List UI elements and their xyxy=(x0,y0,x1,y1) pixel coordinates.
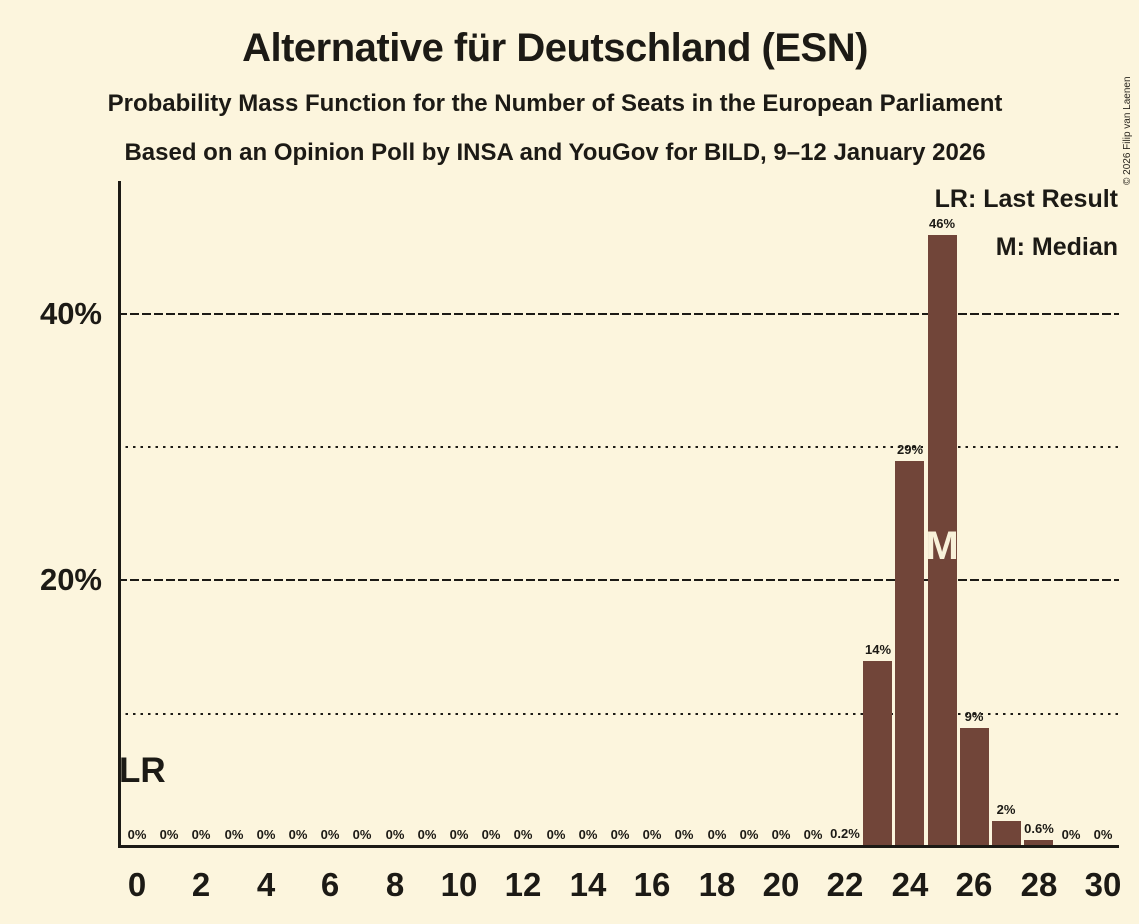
y-tick-label-20: 20% xyxy=(39,562,102,597)
x-tick-label-22: 22 xyxy=(826,866,864,903)
bar-value-label-seat-13: 0% xyxy=(546,827,566,842)
bar-value-label-seat-16: 0% xyxy=(642,827,662,842)
bar-value-label-seat-23: 14% xyxy=(864,642,892,657)
bar-seat-25 xyxy=(928,235,957,848)
x-tick-label-4: 4 xyxy=(256,866,276,903)
bar-seat-27 xyxy=(992,821,1021,848)
bar-value-label-seat-9: 0% xyxy=(417,827,437,842)
x-tick-label-8: 8 xyxy=(385,866,405,903)
bar-value-label-seat-1: 0% xyxy=(159,827,179,842)
bar-value-label-seat-27: 2% xyxy=(996,802,1016,817)
bar-seat-26 xyxy=(960,728,989,848)
x-axis-line xyxy=(118,845,1119,848)
y-tick-label-40: 40% xyxy=(39,296,102,331)
bar-value-label-seat-17: 0% xyxy=(674,827,694,842)
median-marker: M xyxy=(925,524,959,568)
chart-title: Alternative für Deutschland (ESN) xyxy=(242,26,868,70)
bar-value-label-seat-26: 9% xyxy=(964,709,984,724)
x-tick-label-0: 0 xyxy=(127,866,147,903)
gridline-solid-40 xyxy=(118,312,1119,315)
x-tick-label-30: 30 xyxy=(1084,866,1122,903)
x-tick-label-28: 28 xyxy=(1020,866,1058,903)
bar-value-label-seat-0: 0% xyxy=(127,827,147,842)
x-tick-label-12: 12 xyxy=(504,866,542,903)
bar-value-label-seat-4: 0% xyxy=(256,827,276,842)
bar-seat-24 xyxy=(895,461,924,848)
x-tick-label-18: 18 xyxy=(698,866,736,903)
bar-value-label-seat-25: 46% xyxy=(928,216,956,231)
x-tick-label-24: 24 xyxy=(891,866,929,903)
gridline-dotted-10 xyxy=(118,712,1119,715)
x-tick-label-14: 14 xyxy=(569,866,607,903)
bar-value-label-seat-21: 0% xyxy=(803,827,823,842)
legend-last-result: LR: Last Result xyxy=(934,185,1118,213)
x-tick-label-16: 16 xyxy=(633,866,671,903)
x-tick-label-26: 26 xyxy=(955,866,993,903)
gridline-solid-20 xyxy=(118,578,1119,581)
bar-value-label-seat-8: 0% xyxy=(385,827,405,842)
bar-seat-28 xyxy=(1024,840,1053,848)
gridline-dotted-30 xyxy=(118,445,1119,448)
bar-value-label-seat-14: 0% xyxy=(578,827,598,842)
chart-poll-source: Based on an Opinion Poll by INSA and You… xyxy=(124,139,986,166)
x-tick-label-2: 2 xyxy=(191,866,211,903)
last-result-marker: LR xyxy=(119,751,166,790)
legend-median: M: Median xyxy=(995,233,1118,261)
bar-value-label-seat-28: 0.6% xyxy=(1024,821,1054,836)
bar-value-label-seat-2: 0% xyxy=(191,827,211,842)
bar-value-label-seat-24: 29% xyxy=(896,442,924,457)
bar-seat-23 xyxy=(863,661,892,848)
bar-value-label-seat-5: 0% xyxy=(288,827,308,842)
x-tick-label-10: 10 xyxy=(440,866,478,903)
chart-subtitle: Probability Mass Function for the Number… xyxy=(107,90,1003,117)
bar-value-label-seat-30: 0% xyxy=(1093,827,1113,842)
bar-value-label-seat-10: 0% xyxy=(449,827,469,842)
bar-value-label-seat-20: 0% xyxy=(771,827,791,842)
bar-value-label-seat-15: 0% xyxy=(610,827,630,842)
bar-value-label-seat-29: 0% xyxy=(1061,827,1081,842)
bar-value-label-seat-11: 0% xyxy=(481,827,501,842)
bar-value-label-seat-19: 0% xyxy=(739,827,759,842)
bar-value-label-seat-12: 0% xyxy=(513,827,533,842)
y-axis-line xyxy=(118,181,121,848)
bar-value-label-seat-18: 0% xyxy=(707,827,727,842)
plot-area: 0% 0% 0% 0% 0% 0% 0% 0% 0% 0% 0% 0% 0% 0% 0% 0% 0% 0% 0% 0%… xyxy=(118,181,1119,848)
copyright-notice: © 2026 Filip van Laenen xyxy=(1122,76,1133,185)
bar-value-label-seat-22: 0.2% xyxy=(830,826,860,841)
bar-value-label-seat-6: 0% xyxy=(320,827,340,842)
bar-value-label-seat-7: 0% xyxy=(352,827,372,842)
bar-value-label-seat-3: 0% xyxy=(224,827,244,842)
x-tick-label-6: 6 xyxy=(320,866,340,903)
x-tick-label-20: 20 xyxy=(762,866,800,903)
